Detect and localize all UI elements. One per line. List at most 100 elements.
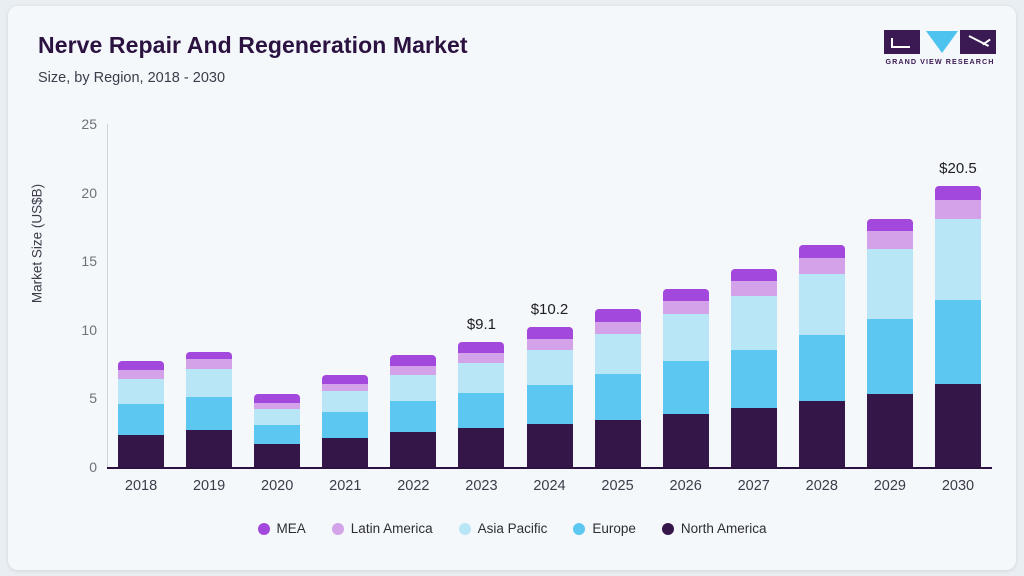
value-label: $20.5 — [939, 159, 977, 177]
y-tick-label: 0 — [89, 459, 97, 475]
bar-segment — [798, 244, 845, 258]
bar-2019[interactable] — [186, 351, 233, 467]
bar-2018[interactable] — [118, 361, 165, 467]
bar-segment — [390, 366, 437, 376]
logo-wordmark: GRAND VIEW RESEARCH — [885, 57, 995, 66]
bar-segment — [798, 257, 845, 274]
x-axis-line — [107, 467, 992, 469]
logo-right-square-icon — [960, 30, 996, 54]
legend-label: Europe — [592, 521, 636, 536]
x-tick-label: 2025 — [601, 478, 634, 494]
bar-segment — [186, 429, 233, 467]
x-tick-label: 2022 — [397, 478, 430, 494]
bar-segment — [730, 349, 777, 409]
bar-segment — [254, 425, 301, 445]
bar-segment — [662, 314, 709, 362]
bar-segment — [186, 359, 233, 369]
x-tick-label: 2029 — [873, 478, 906, 494]
bar-segment — [934, 219, 981, 300]
bar-segment — [322, 437, 369, 467]
bar-2030[interactable] — [934, 185, 981, 467]
bar-segment — [390, 432, 437, 467]
bar-2025[interactable] — [594, 309, 641, 467]
y-tick-label: 25 — [81, 116, 97, 132]
y-axis-line — [107, 124, 108, 467]
bar-segment — [866, 231, 913, 249]
x-tick-label: 2023 — [465, 478, 498, 494]
page-title: Nerve Repair And Regeneration Market — [38, 32, 468, 58]
x-tick-label: 2020 — [261, 478, 294, 494]
legend-item[interactable]: MEA — [257, 521, 306, 536]
bar-segment — [390, 375, 437, 402]
bar-segment — [594, 309, 641, 322]
bar-2026[interactable] — [662, 288, 709, 467]
bar-segment — [118, 378, 165, 404]
plot-area — [107, 124, 992, 467]
bar-segment — [186, 368, 233, 398]
legend-color-swatch-icon — [331, 522, 344, 535]
bar-segment — [662, 414, 709, 467]
bar-segment — [798, 273, 845, 335]
legend-color-swatch-icon — [661, 522, 674, 535]
x-tick-label: 2024 — [533, 478, 566, 494]
bar-2022[interactable] — [390, 354, 437, 467]
bar-segment — [322, 412, 369, 438]
bar-segment — [526, 424, 573, 467]
y-axis-title: Market Size (US$B) — [29, 183, 45, 304]
y-tick-label: 10 — [81, 321, 97, 338]
bar-2021[interactable] — [322, 375, 369, 467]
bar-segment — [934, 384, 981, 467]
legend-label: Asia Pacific — [477, 521, 548, 536]
grand-view-research-logo: GRAND VIEW RESEARCH — [884, 30, 996, 68]
bar-segment — [254, 403, 301, 409]
bar-segment — [390, 401, 437, 433]
legend-color-swatch-icon — [573, 522, 586, 535]
bar-segment — [934, 200, 981, 220]
bar-segment — [798, 334, 845, 402]
bar-segment — [526, 338, 573, 350]
bar-2027[interactable] — [730, 269, 777, 467]
bar-segment — [458, 353, 505, 363]
bar-segment — [322, 384, 369, 391]
bar-segment — [526, 349, 573, 385]
y-tick-label: 5 — [89, 390, 97, 407]
legend-color-swatch-icon — [458, 522, 471, 535]
bar-segment — [662, 288, 709, 302]
bar-segment — [254, 394, 301, 404]
bar-segment — [798, 401, 845, 467]
legend-item[interactable]: Europe — [573, 521, 636, 536]
bar-segment — [390, 354, 437, 367]
bar-segment — [458, 392, 505, 428]
bar-2029[interactable] — [866, 218, 913, 467]
bar-segment — [458, 342, 505, 354]
logo-left-square-icon — [884, 30, 920, 54]
value-label: $10.2 — [530, 301, 569, 319]
bar-2028[interactable] — [798, 244, 845, 467]
bar-segment — [322, 390, 369, 413]
page-subtitle: Size, by Region, 2018 - 2030 — [38, 70, 226, 86]
x-tick-label: 2030 — [941, 478, 975, 494]
y-tick-label: 20 — [81, 184, 97, 201]
bar-segment — [866, 393, 913, 467]
legend-item[interactable]: North America — [661, 521, 767, 536]
bar-2024[interactable] — [526, 327, 573, 467]
bar-segment — [526, 327, 573, 339]
legend-label: MEA — [276, 521, 306, 536]
chart-card: Nerve Repair And Regeneration Market Siz… — [8, 6, 1016, 570]
bar-segment — [594, 321, 641, 334]
bar-segment — [186, 397, 233, 430]
bar-segment — [118, 361, 165, 370]
bar-2023[interactable] — [458, 342, 505, 467]
y-tick-label: 15 — [81, 253, 97, 270]
bar-segment — [594, 333, 641, 374]
x-tick-label: 2019 — [192, 478, 226, 494]
legend-item[interactable]: Asia Pacific — [458, 521, 548, 536]
legend-item[interactable]: Latin America — [331, 521, 433, 536]
chart-legend: MEA Latin America Asia Pacific Europe North … — [8, 521, 1016, 536]
bar-segment — [934, 299, 981, 384]
bar-segment — [458, 427, 505, 467]
bar-segment — [186, 351, 233, 360]
bar-2020[interactable] — [254, 394, 301, 467]
logo-triangle-icon — [926, 31, 958, 53]
legend-label: North America — [680, 521, 767, 536]
